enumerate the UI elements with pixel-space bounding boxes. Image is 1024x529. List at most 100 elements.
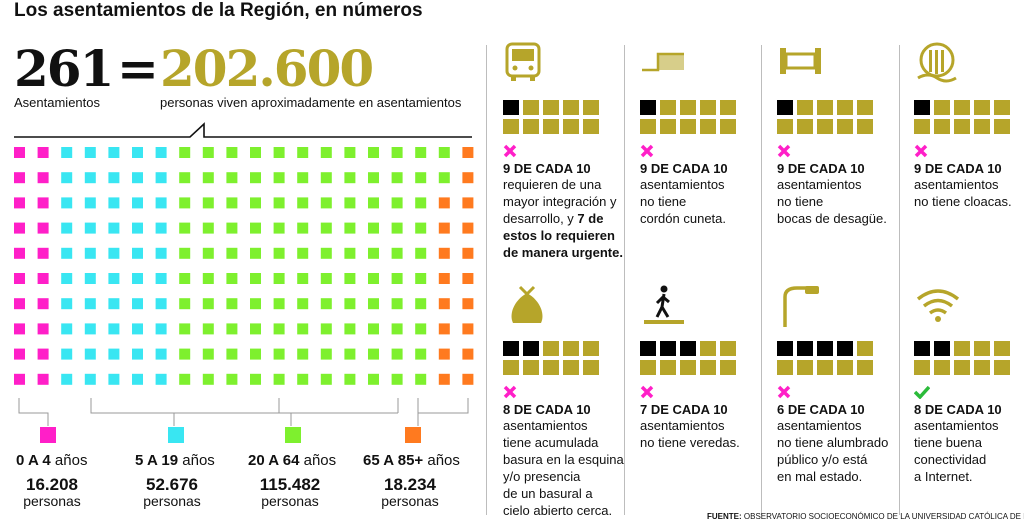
ratio-square	[720, 360, 736, 375]
age-range-label: 5 A 19 años	[135, 452, 215, 469]
age-range: 65 A 85+	[363, 452, 424, 469]
population-square	[37, 172, 49, 184]
population-square	[250, 222, 261, 234]
stat-description-text: asentamientos no tiene cordón cuneta.	[640, 177, 727, 226]
population-square	[14, 323, 25, 335]
population-square	[391, 247, 403, 259]
ratio-square	[680, 100, 696, 115]
population-square	[415, 147, 427, 158]
population-square	[273, 273, 285, 284]
population-square	[320, 247, 332, 259]
population-square	[391, 222, 403, 234]
population-square	[84, 348, 96, 360]
stat-description: asentamientos no tiene cordón cuneta.	[640, 176, 764, 227]
age-range-label: 65 A 85+ años	[363, 452, 460, 469]
population-square	[84, 247, 96, 259]
ratio-square	[954, 360, 970, 375]
ratio-square	[934, 341, 950, 356]
stat-description-text: requieren de una mayor integración y des…	[503, 177, 617, 226]
ratio-square	[817, 119, 833, 134]
ratio-square	[700, 119, 716, 134]
population-square	[415, 172, 427, 184]
population-square	[37, 147, 49, 158]
ratio-square	[543, 119, 559, 134]
stat-description: asentamientos no tiene bocas de desagüe.	[777, 176, 901, 227]
ratio-square	[797, 341, 813, 356]
population-square	[320, 373, 332, 385]
population-square	[297, 197, 309, 209]
population-square	[320, 348, 332, 360]
population-square	[202, 323, 214, 335]
population-square	[179, 172, 191, 184]
ratio-square	[914, 360, 930, 375]
age-range: 5 A 19	[135, 452, 179, 469]
stat-description: asentamientos tiene acumulada basura en …	[503, 417, 627, 519]
population-square	[226, 172, 238, 184]
population-square	[132, 222, 143, 234]
population-square	[368, 323, 379, 335]
stat-headline: 9 DE CADA 10	[503, 161, 591, 176]
divider-2	[624, 45, 625, 515]
population-square	[84, 273, 96, 284]
ratio-square	[954, 100, 970, 115]
population-square	[84, 323, 96, 335]
ratio-square	[503, 100, 519, 115]
ratio-square	[934, 360, 950, 375]
stat-description: asentamientos no tiene veredas.	[640, 417, 764, 451]
ratio-square	[777, 100, 793, 115]
population-square	[108, 273, 120, 284]
ratio-squares	[503, 100, 627, 134]
ratio-squares	[640, 100, 764, 134]
population-square	[273, 298, 285, 310]
age-unit: años	[427, 452, 460, 469]
population-square	[37, 298, 49, 310]
population-square	[320, 147, 332, 158]
ratio-square	[640, 100, 656, 115]
population-square	[415, 348, 427, 360]
age-unit: años	[303, 452, 337, 469]
population-square	[344, 172, 356, 184]
ratio-square	[777, 119, 793, 134]
population-square	[344, 373, 356, 385]
population-square	[250, 273, 261, 284]
population-square	[250, 172, 261, 184]
population-square	[273, 348, 285, 360]
divider-1	[486, 45, 487, 515]
population-square	[297, 298, 309, 310]
population-square	[250, 197, 261, 209]
population-square	[132, 348, 143, 360]
population-square	[226, 323, 238, 335]
population-square	[250, 373, 261, 385]
stat-description-text: asentamientos no tiene cloacas.	[914, 177, 1012, 209]
population-square	[438, 348, 450, 360]
population-square	[368, 197, 379, 209]
population-square	[462, 348, 474, 360]
divider-3	[761, 45, 762, 515]
population-square	[179, 222, 191, 234]
ratio-square	[914, 341, 930, 356]
ratio-square	[660, 119, 676, 134]
population-square	[391, 172, 403, 184]
ratio-squares	[503, 341, 627, 375]
population-square	[273, 172, 285, 184]
ratio-square	[563, 119, 579, 134]
population-square	[108, 147, 120, 158]
ratio-square	[503, 341, 519, 356]
population-square	[14, 147, 25, 158]
population-square	[391, 373, 403, 385]
population-square	[226, 147, 238, 158]
population-square	[37, 273, 49, 284]
ratio-square	[680, 341, 696, 356]
population-square	[438, 197, 450, 209]
cross-icon	[640, 385, 654, 399]
ratio-square	[720, 119, 736, 134]
population-square	[155, 222, 167, 234]
population-square	[415, 273, 427, 284]
population-square	[155, 323, 167, 335]
population-square	[108, 298, 120, 310]
ratio-square	[660, 360, 676, 375]
stat-description: requieren de una mayor integración y des…	[503, 176, 627, 261]
population-square	[415, 323, 427, 335]
ratio-square	[837, 100, 853, 115]
source-note: FUENTE: OBSERVATORIO SOCIOECONÓMICO DE L…	[707, 512, 1024, 521]
